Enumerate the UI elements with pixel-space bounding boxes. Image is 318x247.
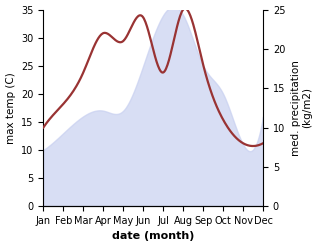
X-axis label: date (month): date (month)	[112, 231, 194, 242]
Y-axis label: med. precipitation
(kg/m2): med. precipitation (kg/m2)	[291, 60, 313, 156]
Y-axis label: max temp (C): max temp (C)	[5, 72, 16, 144]
